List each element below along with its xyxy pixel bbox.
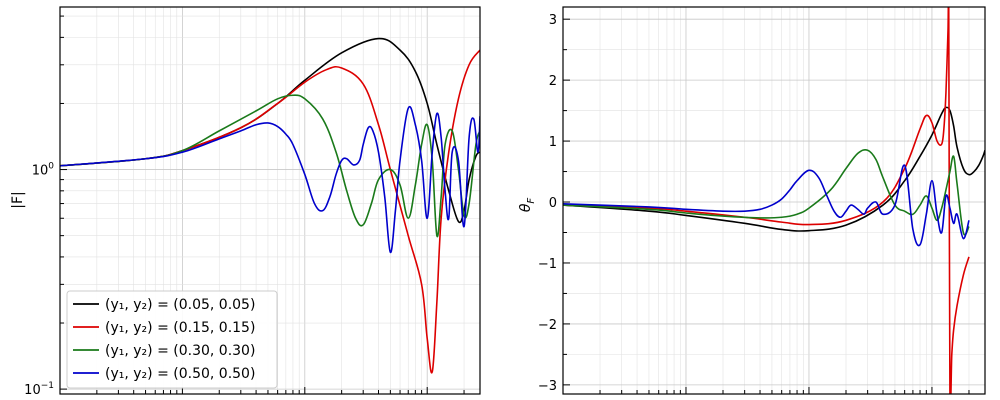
left-y-axis-label: |F| (10, 191, 26, 209)
right-series-lines (563, 7, 985, 394)
tick-exponent: 0 (48, 162, 54, 172)
left-y-tick-label: 100 (32, 162, 55, 179)
right-y-tick-label: 1 (549, 135, 557, 150)
tick-base: 10 (24, 383, 41, 398)
left-series-lines (60, 37, 480, 374)
left-y-tick-label: 10−1 (24, 381, 54, 398)
right-series-line-3 (563, 164, 970, 247)
right-y-tick-label: 0 (549, 196, 557, 211)
legend-label-1: (y₁, y₂) = (0.15, 0.15) (105, 320, 255, 336)
left-series-line-2 (60, 94, 480, 238)
tick-base: 10 (32, 164, 49, 179)
right-panel: 3 2 1 0 −1 −2 −3 θF (518, 6, 986, 395)
legend-label-2: (y₁, y₂) = (0.30, 0.30) (105, 343, 255, 359)
theta-symbol: θ (518, 203, 534, 212)
left-series-line-3 (60, 106, 480, 254)
legend-label-3: (y₁, y₂) = (0.50, 0.50) (105, 366, 255, 382)
right-ticks: 3 2 1 0 −1 −2 −3 (538, 13, 970, 394)
left-plot-frame (59, 6, 481, 395)
right-series-line-2 (563, 148, 970, 236)
right-plot-frame (562, 6, 986, 395)
legend: (y₁, y₂) = (0.05, 0.05) (y₁, y₂) = (0.15,… (66, 290, 278, 389)
theta-subscript: F (526, 198, 537, 204)
left-series-line-1 (60, 49, 480, 374)
right-y-axis-label: θF (518, 198, 537, 213)
right-y-tick-label: −1 (538, 257, 557, 272)
tick-exponent: −1 (41, 381, 54, 391)
legend-label-0: (y₁, y₂) = (0.05, 0.05) (105, 297, 255, 313)
right-series-line-1 (563, 7, 970, 394)
legend-box (66, 290, 278, 389)
right-series-line-0 (563, 106, 985, 232)
right-y-tick-label: 2 (549, 74, 557, 89)
right-y-tick-label: −3 (538, 379, 557, 394)
right-y-tick-label: 3 (549, 13, 557, 28)
right-y-tick-label: −2 (538, 318, 557, 333)
